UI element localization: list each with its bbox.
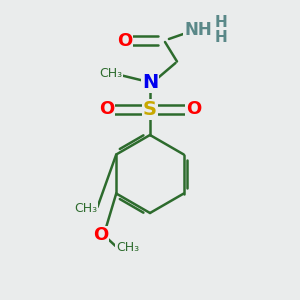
Text: O: O	[99, 100, 114, 118]
Text: O: O	[93, 226, 108, 244]
Text: N: N	[142, 73, 158, 92]
Text: S: S	[143, 100, 157, 119]
Text: O: O	[186, 100, 201, 118]
Text: CH₃: CH₃	[99, 67, 123, 80]
Text: CH₃: CH₃	[116, 241, 139, 254]
Text: NH: NH	[184, 21, 212, 39]
Text: CH₃: CH₃	[74, 202, 97, 215]
Text: H: H	[214, 30, 227, 45]
Text: H: H	[214, 15, 227, 30]
Text: O: O	[117, 32, 132, 50]
